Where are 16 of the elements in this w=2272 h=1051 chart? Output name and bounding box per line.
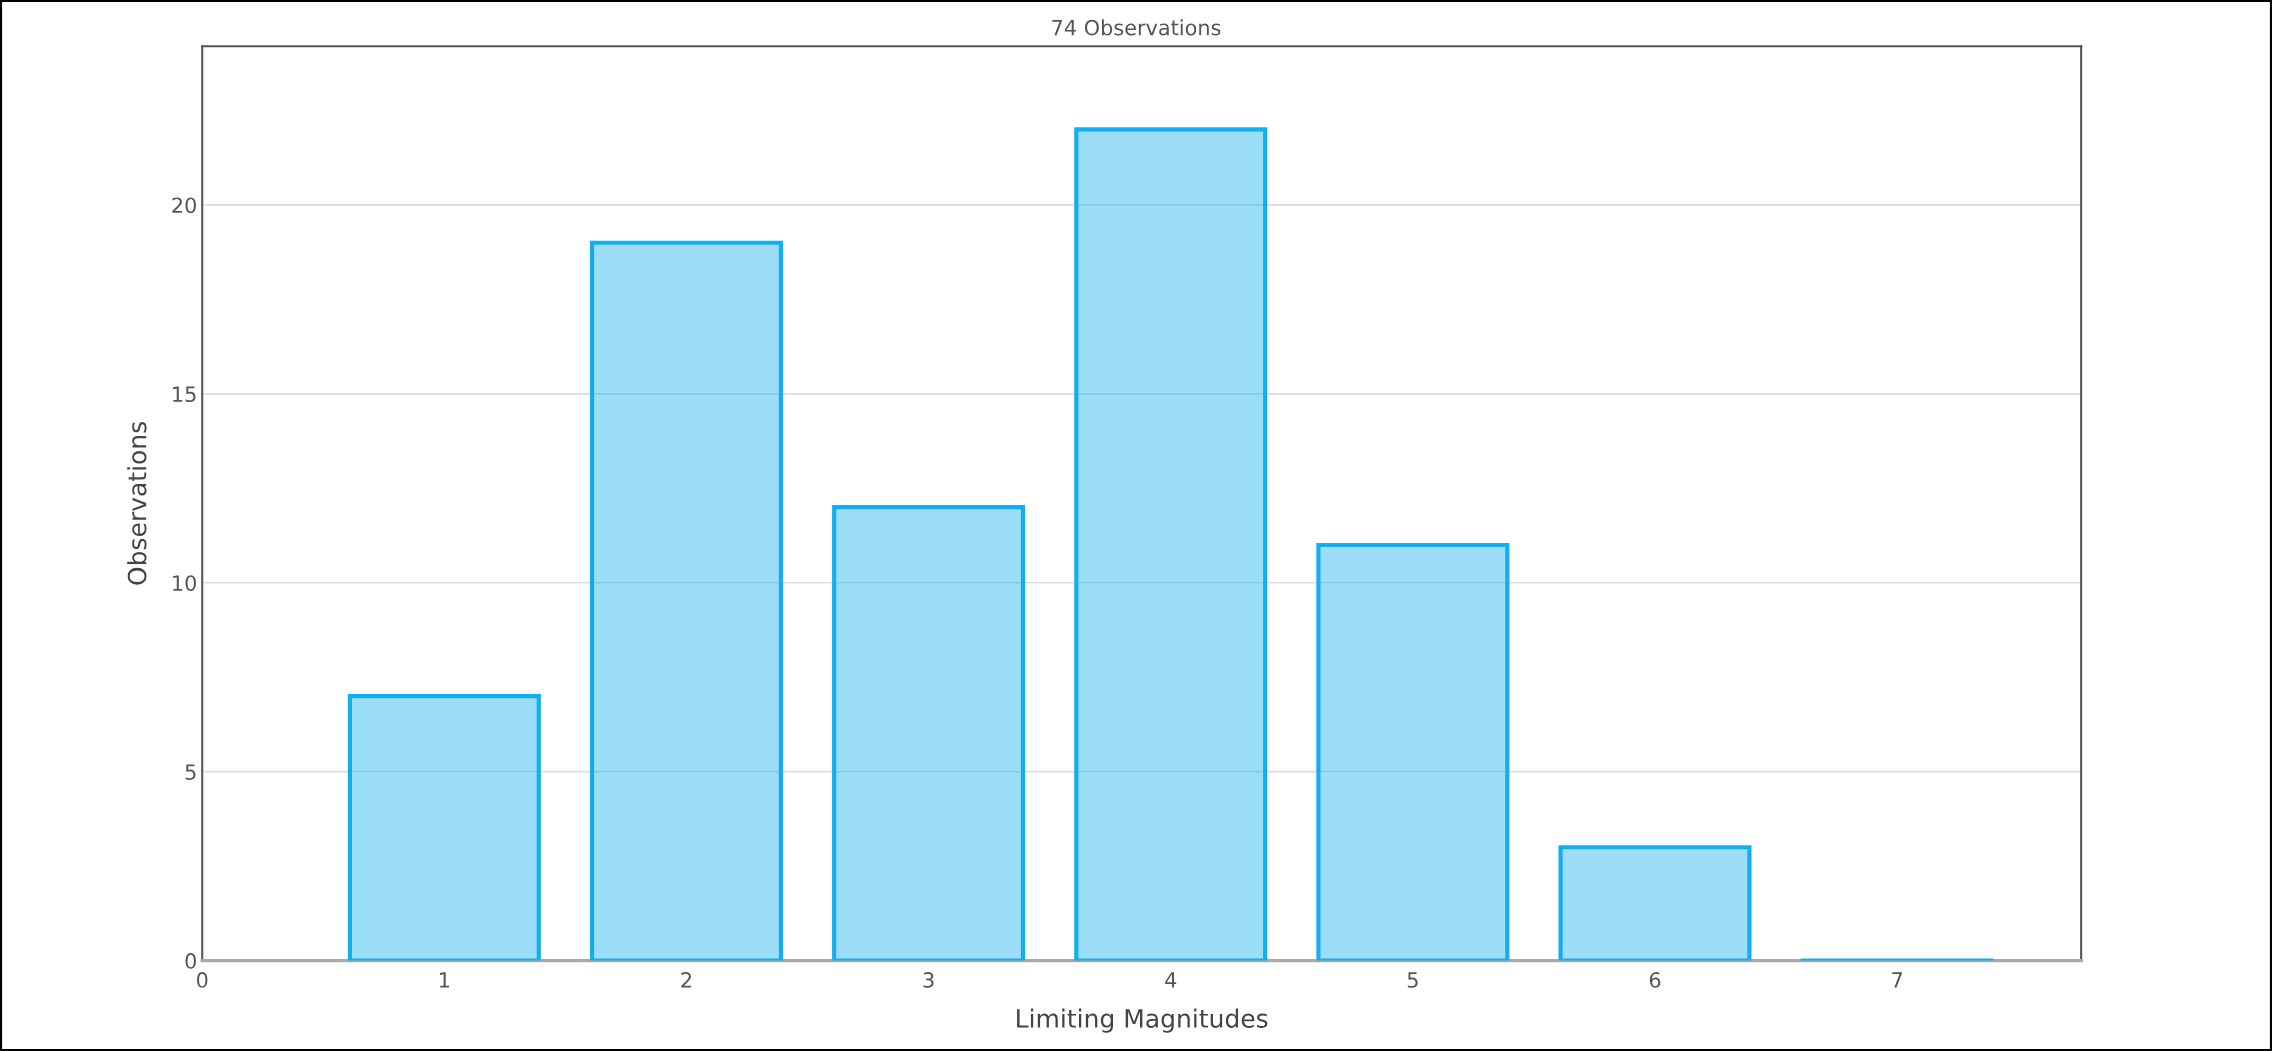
x-tick-label: 2 [681,972,692,988]
x-tick-label: 6 [1649,972,1661,988]
x-tick-label: 5 [1407,972,1418,988]
y-tick-label: 10 [173,575,196,591]
y-axis-title: Observations [127,422,147,585]
x-tick-label: 4 [1165,972,1177,988]
x-axis-title: Limiting Magnitudes [1017,1008,1268,1033]
x-tick-label: 0 [196,972,208,988]
y-tick-label: 20 [172,197,196,214]
y-tick-label: 0 [185,953,196,969]
y-tick-label: 15 [173,386,196,403]
y-tick-label: 5 [185,764,196,780]
chart-subtitle: 74 Observations [1052,19,1221,36]
x-tick-label: 3 [923,972,934,988]
x-tick-label: 7 [1892,972,1902,988]
x-tick-label: 1 [440,972,450,988]
